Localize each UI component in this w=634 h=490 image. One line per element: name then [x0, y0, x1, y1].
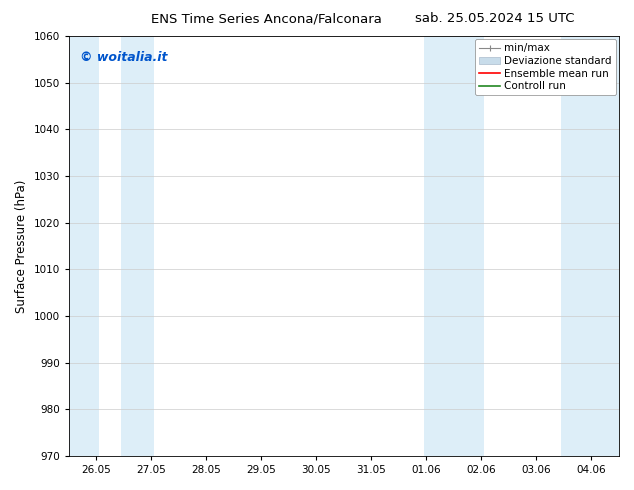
Legend: min/max, Deviazione standard, Ensemble mean run, Controll run: min/max, Deviazione standard, Ensemble m… [475, 39, 616, 96]
Text: © woitalia.it: © woitalia.it [80, 51, 167, 64]
Bar [561, 36, 619, 456]
Y-axis label: Surface Pressure (hPa): Surface Pressure (hPa) [15, 179, 28, 313]
Bar [424, 36, 484, 456]
Text: sab. 25.05.2024 15 UTC: sab. 25.05.2024 15 UTC [415, 12, 574, 25]
Bar [69, 36, 99, 456]
Text: ENS Time Series Ancona/Falconara: ENS Time Series Ancona/Falconara [151, 12, 382, 25]
Bar [121, 36, 154, 456]
